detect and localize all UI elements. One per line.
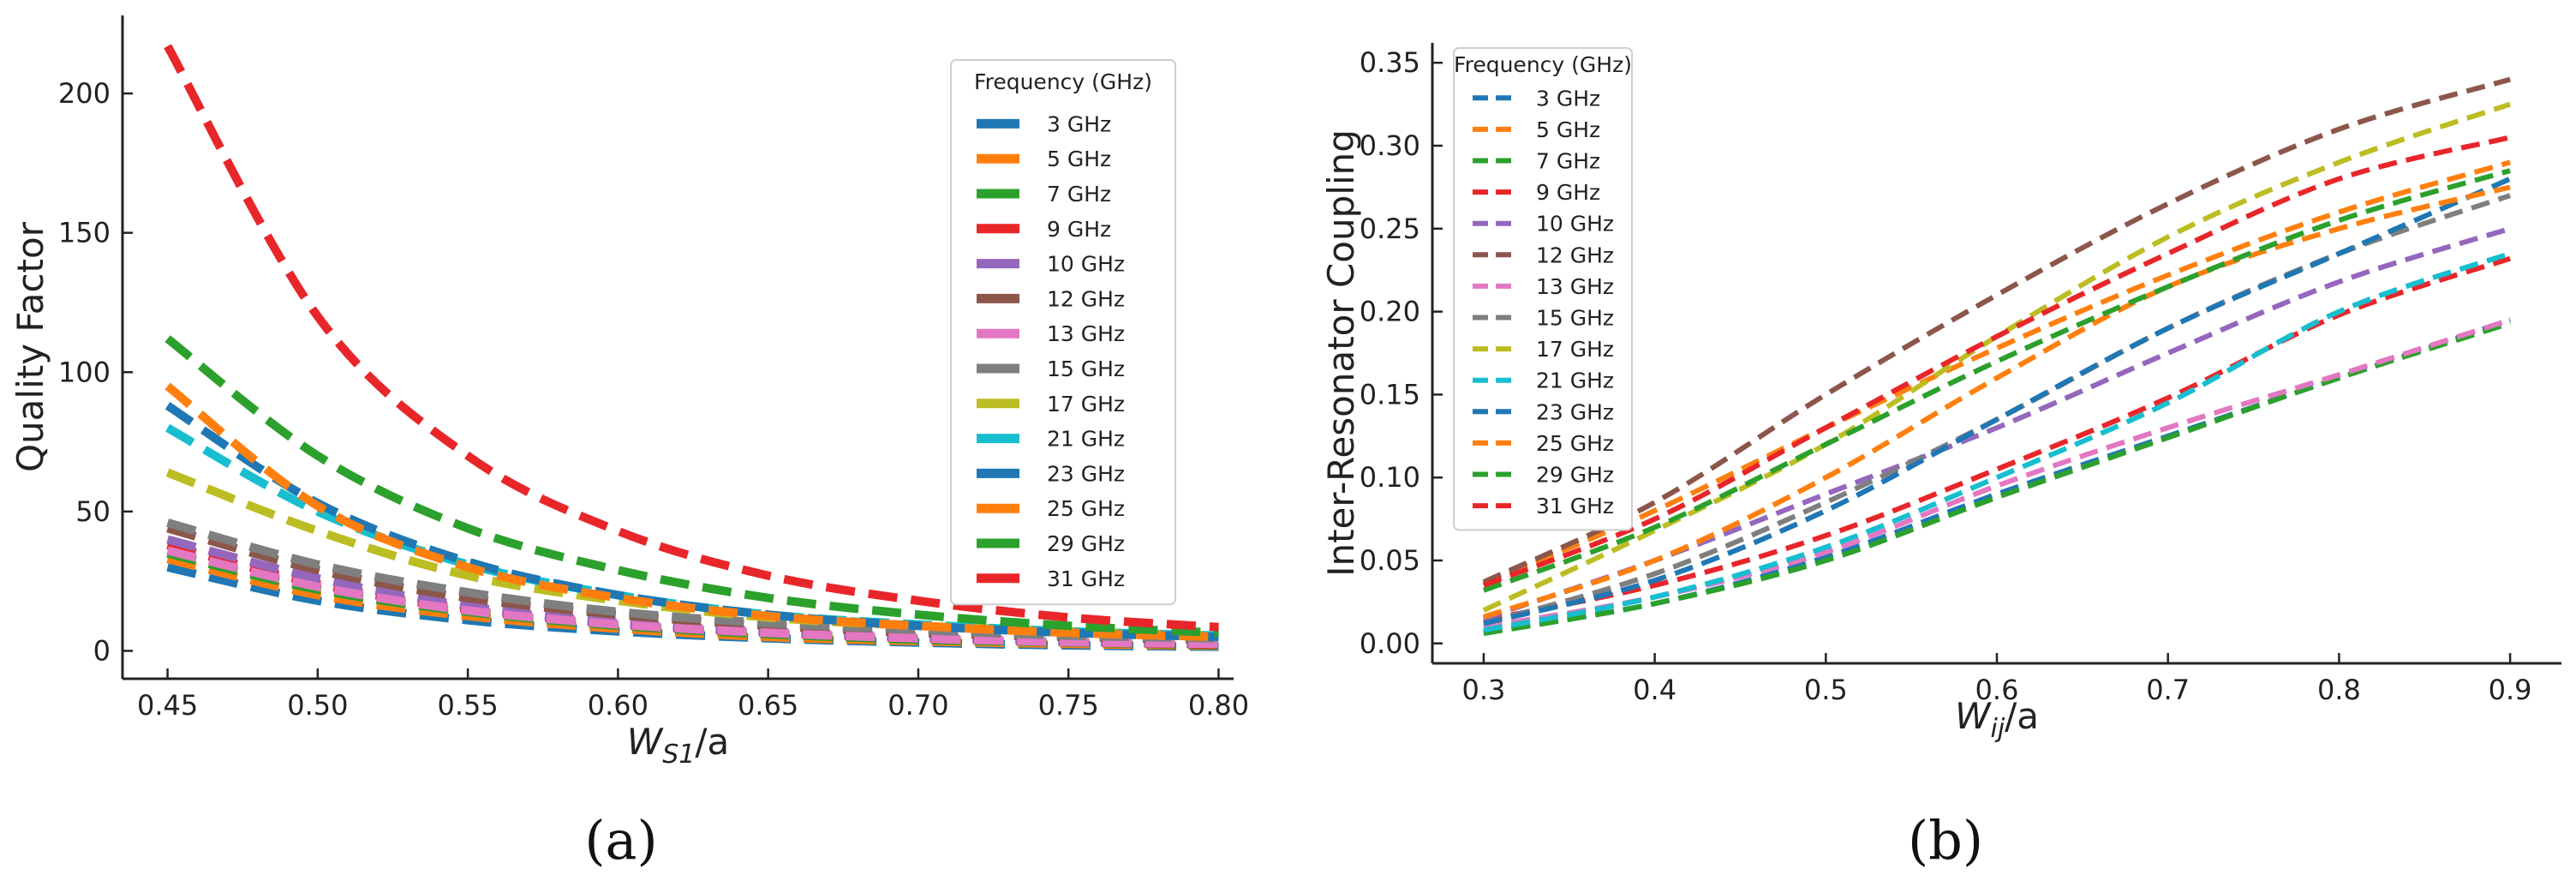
legend-label-23-ghz: 23 GHz (1047, 461, 1125, 486)
y-tick-label: 0.20 (1360, 296, 1420, 328)
series-line-25-ghz (1482, 184, 2511, 620)
y-tick-label: 150 (58, 217, 111, 249)
legend-label-29-ghz: 29 GHz (1047, 531, 1125, 556)
legend-label-5-ghz: 5 GHz (1047, 147, 1111, 171)
x-tick-label: 0.80 (1188, 689, 1249, 722)
series-line-23-ghz (1483, 176, 2512, 626)
series-line-25-ghz (164, 382, 1219, 642)
x-axis-label: Wij/a (1955, 695, 2039, 744)
legend-label-13-ghz: 13 GHz (1536, 274, 1614, 299)
x-tick-label: 0.8 (2317, 674, 2361, 706)
y-tick-label: 0.15 (1360, 378, 1420, 411)
legend-label-9-ghz: 9 GHz (1047, 217, 1111, 242)
x-tick-label: 0.5 (1804, 674, 1848, 706)
series-lines (1482, 76, 2512, 637)
series-line-15-ghz (166, 518, 1219, 643)
legend-title: Frequency (GHz) (1454, 52, 1632, 77)
y-tick-label: 0.05 (1360, 544, 1420, 577)
legend-label-10-ghz: 10 GHz (1047, 252, 1125, 277)
legend-label-31-ghz: 31 GHz (1047, 566, 1125, 591)
legend-label-21-ghz: 21 GHz (1536, 369, 1614, 393)
y-tick-label: 50 (75, 495, 111, 528)
y-tick-label: 0.35 (1360, 46, 1420, 79)
legend-label-25-ghz: 25 GHz (1047, 496, 1125, 521)
y-tick-label: 0.00 (1360, 627, 1420, 660)
x-tick-label: 0.70 (888, 689, 948, 722)
legend-label-17-ghz: 17 GHz (1047, 392, 1125, 417)
y-axis-label: Inter-Resonator Coupling (1320, 129, 1362, 577)
legend-label-3-ghz: 3 GHz (1536, 86, 1600, 111)
legend: Frequency (GHz) 3 GHz 5 GHz 7 GHz 9 GHz 10 GH… (1453, 47, 1633, 531)
series-line-17-ghz (1482, 101, 2512, 613)
x-tick-label: 0.7 (2146, 674, 2190, 706)
legend: Frequency (GHz) 3 GHz 5 GHz 7 GHz 9 GHz 10 GH… (950, 59, 1176, 606)
y-axis-label: Quality Factor (9, 221, 51, 472)
legend-label-31-ghz: 31 GHz (1536, 494, 1614, 518)
series-lines (164, 44, 1219, 651)
x-tick-label: 0.65 (738, 689, 798, 722)
series-line-31-ghz (1482, 135, 2511, 588)
legend-label-15-ghz: 15 GHz (1047, 357, 1125, 381)
legend-label-13-ghz: 13 GHz (1047, 321, 1125, 346)
legend-label-9-ghz: 9 GHz (1536, 180, 1600, 205)
x-tick-label: 0.55 (437, 689, 498, 722)
x-tick-label: 0.3 (1461, 674, 1505, 706)
legend-label-29-ghz: 29 GHz (1536, 463, 1614, 488)
y-tick-label: 100 (58, 356, 111, 388)
legend-label-7-ghz: 7 GHz (1536, 149, 1600, 174)
series-line-21-ghz (1483, 251, 2512, 633)
legend-label-25-ghz: 25 GHz (1536, 431, 1614, 456)
y-tick-label: 0.30 (1360, 129, 1420, 162)
y-tick-label: 0.25 (1360, 213, 1420, 245)
series-line-31-ghz (164, 44, 1219, 632)
series-line-15-ghz (1483, 193, 2512, 626)
caption-b: (b) (1908, 809, 1983, 872)
series-line-13-ghz (166, 546, 1219, 649)
legend-label-17-ghz: 17 GHz (1536, 337, 1614, 362)
x-tick-label: 0.60 (588, 689, 648, 722)
series-line-9-ghz (1483, 255, 2512, 623)
series-line-12-ghz (1482, 76, 2511, 584)
x-tick-label: 0.75 (1038, 689, 1099, 722)
legend-label-7-ghz: 7 GHz (1047, 182, 1111, 207)
y-tick-label: 200 (58, 77, 111, 110)
caption-a: (a) (584, 809, 657, 872)
legend-title: Frequency (GHz) (974, 69, 1152, 94)
x-tick-label: 0.9 (2489, 674, 2532, 706)
x-axis-label: WS1/a (627, 721, 730, 770)
legend-label-12-ghz: 12 GHz (1536, 243, 1614, 267)
legend-label-12-ghz: 12 GHz (1047, 286, 1125, 311)
series-line-5-ghz (1482, 159, 2511, 586)
series-line-7-ghz (1483, 321, 2512, 637)
chart-a-quality-factor: 0.45 0.50 0.55 0.60 0.65 0.70 0.75 0.80 0 50 100 15… (9, 15, 1249, 770)
legend-label-3-ghz: 3 GHz (1047, 111, 1111, 136)
legend-label-21-ghz: 21 GHz (1047, 427, 1125, 452)
series-line-10-ghz (1482, 225, 2511, 621)
legend-label-15-ghz: 15 GHz (1536, 306, 1614, 331)
y-tick-label: 0 (93, 634, 111, 667)
y-tick-label: 0.10 (1360, 461, 1420, 494)
x-tick-label: 0.6 (1975, 674, 2019, 706)
series-line-29-ghz (1482, 168, 2511, 593)
legend-label-10-ghz: 10 GHz (1536, 212, 1614, 237)
series-line-29-ghz (164, 335, 1219, 638)
x-tick-label: 0.45 (137, 689, 198, 722)
legend-label-23-ghz: 23 GHz (1536, 399, 1614, 424)
x-tick-label: 0.4 (1633, 674, 1676, 706)
x-tick-label: 0.50 (287, 689, 348, 722)
chart-b-inter-resonator-coupling: 0.3 0.4 0.5 0.6 0.7 0.8 0.9 0.00 0.05 0.10 0.15 0.2… (1320, 43, 2561, 744)
legend-label-5-ghz: 5 GHz (1536, 117, 1600, 142)
